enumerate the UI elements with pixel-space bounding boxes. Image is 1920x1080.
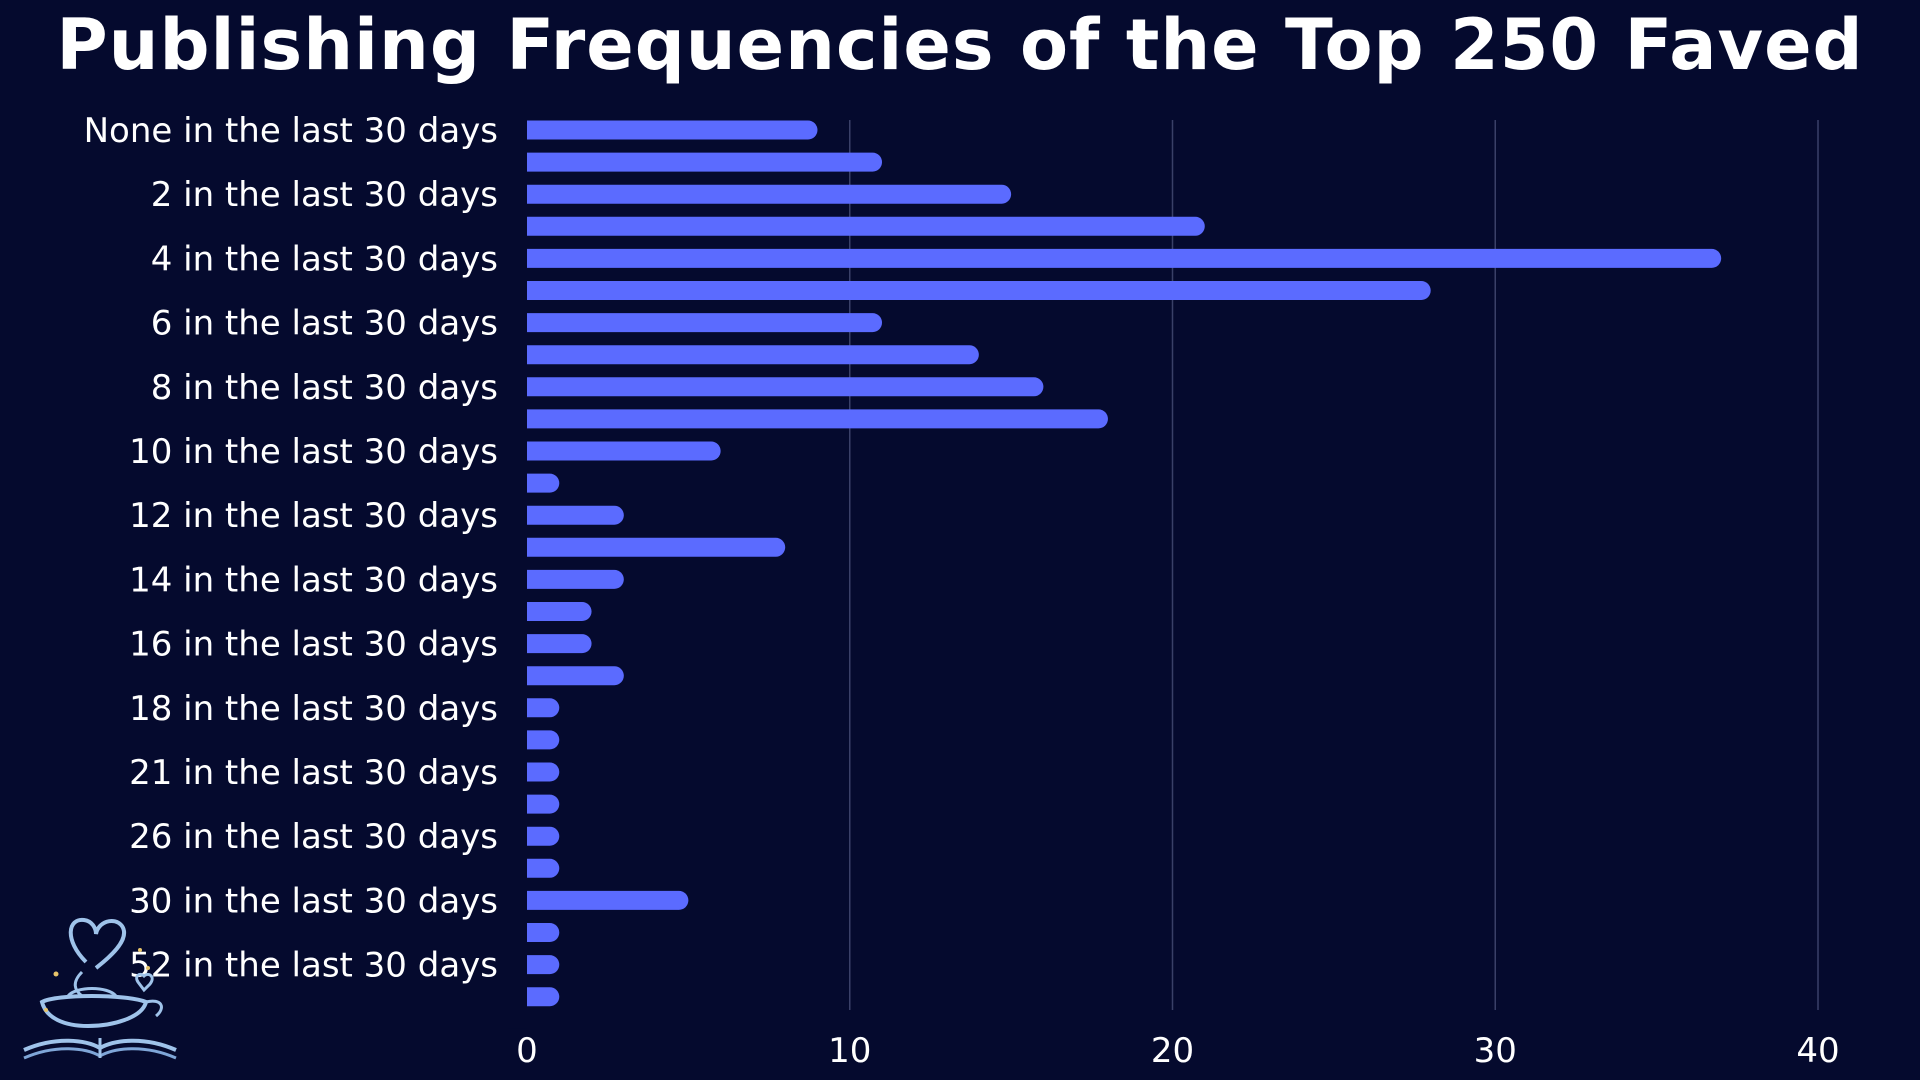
category-label: 18 in the last 30 days — [129, 689, 498, 729]
heart-teapot-book-icon — [23, 917, 177, 1060]
bar — [517, 794, 560, 814]
bar — [517, 313, 883, 333]
category-label: 21 in the last 30 days — [129, 753, 498, 793]
category-label: 52 in the last 30 days — [129, 946, 498, 986]
category-label: 12 in the last 30 days — [129, 496, 498, 536]
bar — [517, 120, 818, 140]
category-label: None in the last 30 days — [84, 111, 498, 151]
bar — [517, 216, 1205, 236]
bar — [517, 762, 560, 782]
category-label: 10 in the last 30 days — [129, 432, 498, 472]
bar — [517, 826, 560, 846]
category-labels: None in the last 30 days 2 in the last 30… — [84, 111, 498, 986]
category-label: 16 in the last 30 days — [129, 625, 498, 665]
bar — [517, 248, 1722, 268]
bar — [517, 473, 560, 493]
bar — [517, 923, 560, 942]
bar — [517, 441, 721, 461]
axis-edge-mask — [508, 111, 527, 1029]
bars — [508, 111, 1722, 1029]
bar — [517, 634, 592, 654]
category-label: 8 in the last 30 days — [151, 368, 498, 408]
x-tick-labels: 0 10 20 30 40 — [516, 1031, 1839, 1071]
grid-lines — [849, 120, 1819, 1010]
bar — [517, 345, 979, 365]
bar — [517, 890, 689, 910]
category-label: 6 in the last 30 days — [151, 304, 498, 344]
category-label: 4 in the last 30 days — [151, 239, 498, 279]
bar — [517, 987, 560, 1007]
x-tick-label: 10 — [828, 1031, 871, 1071]
bar — [517, 730, 560, 750]
bar — [517, 858, 560, 878]
chart-title: Publishing Frequencies of the Top 250 Fa… — [56, 4, 1864, 86]
bar — [517, 281, 1431, 300]
bar — [517, 505, 624, 525]
bar — [517, 377, 1044, 397]
bar — [517, 955, 560, 975]
bar — [517, 409, 1108, 429]
bar — [517, 666, 624, 686]
x-tick-label: 40 — [1796, 1031, 1839, 1071]
x-tick-label: 20 — [1151, 1031, 1194, 1071]
bar — [517, 152, 883, 172]
category-label: 2 in the last 30 days — [151, 175, 498, 215]
x-tick-label: 0 — [516, 1031, 538, 1071]
bar — [517, 569, 624, 589]
bar — [517, 184, 1012, 204]
category-label: 26 in the last 30 days — [129, 817, 498, 857]
bar — [517, 602, 592, 621]
bar — [517, 698, 560, 718]
x-tick-label: 30 — [1474, 1031, 1517, 1071]
bar — [517, 537, 786, 557]
category-label: 14 in the last 30 days — [129, 560, 498, 600]
category-label: 30 in the last 30 days — [129, 881, 498, 921]
